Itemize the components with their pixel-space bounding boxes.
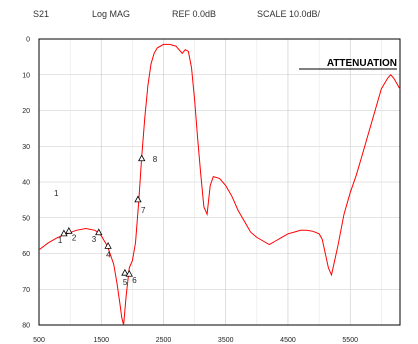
y-tick-label: 0 [26,37,30,44]
marker-6-triangle [125,269,133,277]
marker-7-label: 7 [141,206,146,215]
parameter-label: S21 [33,9,50,19]
marker-3-triangle [95,228,103,236]
marker-4-label: 4 [106,250,111,259]
marker-1-label: 1 [58,236,63,245]
x-axis-ticks: 500 1500 2500 3500 4500 5500 [33,337,358,344]
y-tick-label: 80 [22,323,30,330]
format-label: Log MAG [92,9,131,19]
marker-5-label: 5 [123,278,128,287]
s21-trace [38,43,401,326]
scale-label: SCALE 10.0dB/ [257,9,321,19]
x-tick-label: 5500 [342,337,358,344]
x-tick-label: 1500 [93,337,109,344]
x-tick-label: 2500 [156,337,172,344]
markers: 1 2 345 678 [58,154,158,287]
reference-level-label: REF 0.0dB [172,9,217,19]
display-header: S21 Log MAG REF 0.0dB SCALE 10.0dB/ [0,0,418,24]
marker-3-label: 3 [92,235,97,244]
marker-8-label: 8 [153,155,158,164]
x-tick-label: 500 [33,337,45,344]
grid [39,38,400,326]
marker-1-triangle [60,229,68,237]
marker-2-label: 2 [72,233,77,242]
plot-frame [38,38,401,326]
y-tick-label: 40 [22,180,30,187]
y-tick-label: 10 [22,72,30,79]
y-tick-label: 30 [22,144,30,151]
marker-8-triangle [138,154,146,162]
y-tick-label: 20 [22,108,30,115]
marker-7-triangle [134,195,142,203]
marker-5-triangle [121,268,129,276]
y-tick-label: 70 [22,287,30,294]
marker-6-label: 6 [132,276,137,285]
x-tick-label: 4500 [280,337,296,344]
marker-4-triangle [104,242,112,249]
y-tick-label: 60 [22,251,30,258]
x-tick-label: 3500 [218,337,234,344]
y-tick-label: 50 [22,215,30,222]
y-axis-ticks: 0 10 20 30 40 50 60 70 80 [22,37,30,330]
marker-2-triangle [65,226,73,234]
side-label: 1 [54,189,59,198]
chart-title: ATTENUATION [327,58,397,69]
